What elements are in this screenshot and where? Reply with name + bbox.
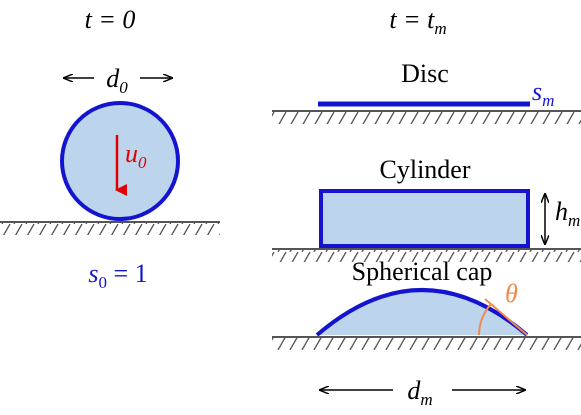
left-title: t = 0 [85,5,136,34]
title-text: t = 0 [85,5,136,34]
text: m [542,91,554,110]
hm-label: hm [555,197,580,230]
text: m [434,19,446,38]
cap-label: Spherical cap [352,257,493,286]
text: t = t [389,5,435,34]
text: 0 [119,78,128,97]
text: h [555,197,568,226]
text: u [125,139,138,168]
text: m [568,211,580,230]
text: d [106,64,120,93]
disc-label: Disc [401,59,449,88]
right-title: t = tm [389,5,446,38]
text: s [88,259,98,288]
hatch [272,111,581,124]
sm-label: sm [532,77,554,110]
dm-label: dm [407,376,432,409]
diagram: t = 0 d0 u0 s0 = 1 t = tm Disc sm Cylind… [0,0,581,415]
hatch [0,222,220,235]
d0-label: d0 [106,64,128,97]
cylinder [321,191,528,246]
hatch [272,337,581,350]
s0-label: s0 = 1 [88,259,147,292]
droplet [62,103,178,219]
text: 0 [98,273,107,292]
cylinder-label: Cylinder [380,155,471,184]
text: m [420,390,432,409]
text: 0 [138,153,147,172]
theta-label: θ [505,279,518,308]
text: s [532,77,542,106]
text: d [407,376,421,405]
text: = 1 [107,259,148,288]
